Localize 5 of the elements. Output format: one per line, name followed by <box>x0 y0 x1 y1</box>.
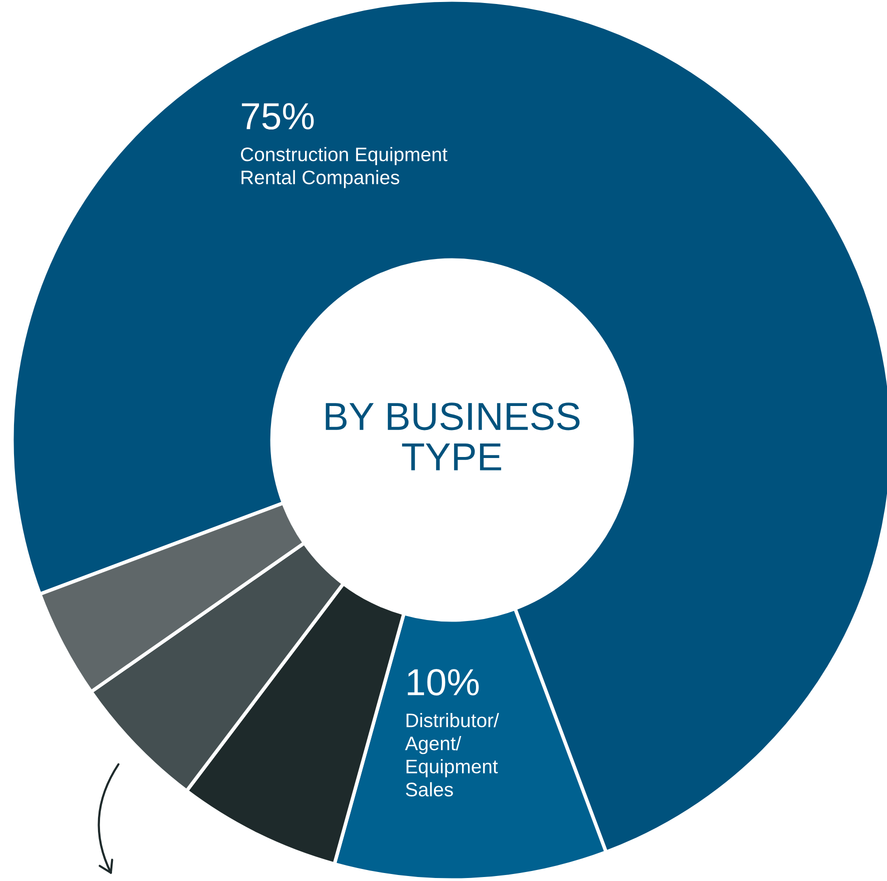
slice-label: Construction Equipment Rental Companies <box>240 147 448 188</box>
data-label: 75% <box>242 103 314 130</box>
data-label: 10% <box>408 668 479 696</box>
slice-label: Distributor/ Agent/ Equipment Sales <box>405 713 500 796</box>
text: BY BUSINESS TYPE <box>326 402 580 470</box>
